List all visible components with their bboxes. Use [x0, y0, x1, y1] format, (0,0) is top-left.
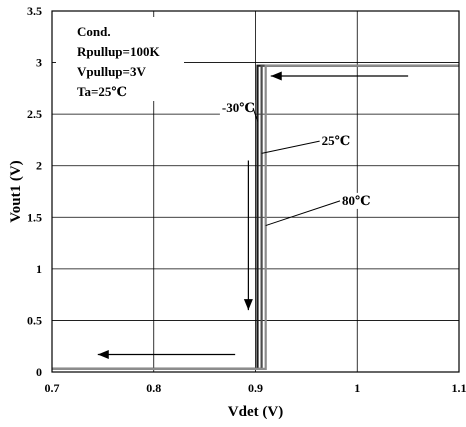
x-tick-label: 0.9 [248, 381, 263, 395]
series-label-background [339, 192, 368, 209]
y-tick-label: 3.5 [27, 4, 42, 18]
conditions-box: Cond. Rpullup=100K Vpullup=3V Ta=25℃ [56, 17, 184, 101]
series-line [52, 64, 459, 370]
arrow-head [270, 71, 282, 81]
y-tick-label: 3 [36, 56, 42, 70]
plot-frame [51, 10, 460, 373]
y-tick-label: 2.5 [27, 107, 42, 121]
condition-title: Cond. [77, 24, 111, 39]
series-label-leader [252, 107, 259, 122]
y-tick-label: 2 [36, 159, 42, 173]
series-label-leader [261, 140, 320, 154]
grid [52, 11, 459, 372]
series-label-background [319, 133, 348, 150]
series-label: 25℃ [322, 133, 351, 148]
y-tick-label: 0.5 [27, 313, 42, 327]
y-tick-label: 1.5 [27, 210, 42, 224]
series-label-leader [265, 200, 341, 227]
x-tick-label: 0.7 [45, 381, 60, 395]
series-labels: -30℃ 25℃ 80℃ [219, 100, 371, 227]
y-tick-label: 0 [36, 365, 42, 379]
condition-ta: Ta=25℃ [77, 84, 127, 99]
condition-rpullup: Rpullup=100K [77, 44, 160, 59]
series-label: -30℃ [222, 100, 255, 115]
x-tick-label: 1.1 [452, 381, 466, 395]
x-tick-label: 0.8 [146, 381, 161, 395]
direction-arrows [97, 71, 409, 359]
arrow-head [243, 299, 253, 311]
x-tick-label: 1 [354, 381, 360, 395]
condition-vpullup: Vpullup=3V [77, 64, 146, 79]
series-label: 80℃ [342, 193, 371, 208]
conditions-background [56, 17, 184, 101]
arrow-head [97, 349, 109, 359]
series-label-background [219, 100, 256, 117]
y-tick-label: 1 [36, 262, 42, 276]
x-axis-label: Vdet (V) [228, 404, 283, 420]
series-lines [52, 64, 459, 370]
tick-labels: 0.7 0.8 0.9 1 1.1 0 0.5 1 1.5 2 2.5 3 3.5 [27, 4, 466, 395]
y-axis-label: Vout1 (V) [8, 160, 24, 222]
